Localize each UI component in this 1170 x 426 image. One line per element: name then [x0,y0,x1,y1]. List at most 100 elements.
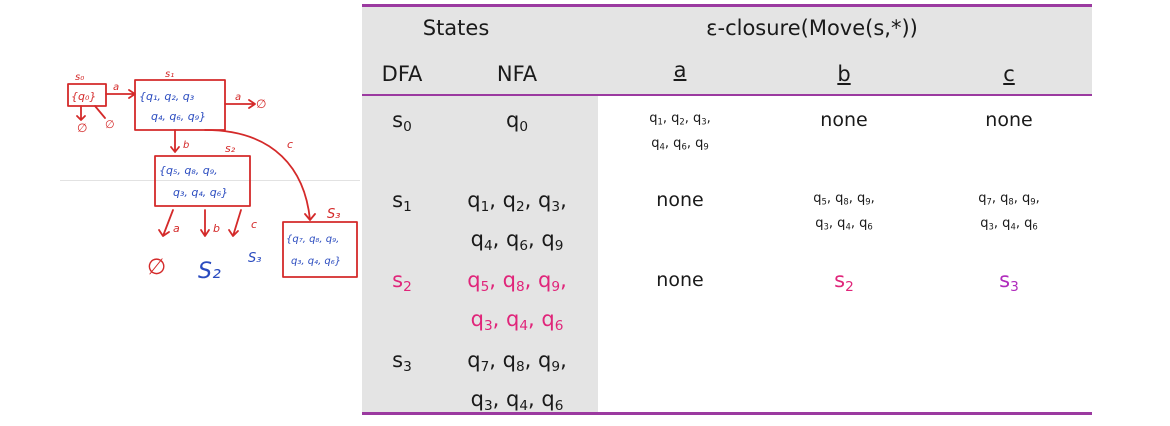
subset-construction-table: States ε-closure(Move(s,*)) DFA NFA a b … [362,4,1092,416]
row-0-col-a-item-base: q [671,111,680,126]
row-1-col-c-line: q3, q4, q6 [949,213,1069,238]
table-header-rule [362,94,1092,96]
row-1-nfa-set: q1, q2, q3, q4, q6, q9 [452,184,582,262]
row-3-nfa-item-subscript: 3 [483,398,493,415]
row-0-dfa-base: s [392,108,404,132]
row-0-nfa-set: q0 [452,104,582,143]
row-3-nfa-item-base: q [467,348,481,372]
row-0-col-a-item-base: q [693,111,702,126]
row-3-nfa-separator: , [489,348,503,372]
row-0-nfa-item-subscript: 0 [519,119,529,136]
sketch-s2-edge-a [158,209,174,237]
row-0-col-a-separator: , [662,111,672,126]
sketch-edge-s0-s1-label: a [113,82,119,93]
row-0-col-a-separator: , [664,135,674,151]
row-1-col-b-item-base: q [835,191,844,206]
row-1-col-c-item-subscript: 8 [1008,196,1014,207]
row-2-nfa-item-subscript: 3 [483,318,493,335]
row-3-nfa-separator: , [560,348,567,372]
row-1-col-b-item-subscript: 3 [823,221,829,232]
sketch-s0-dead-edges [76,105,106,121]
sketch-edge-s1-s3 [204,129,316,221]
row-1-col-c-line: q7, q8, q9, [949,188,1069,213]
sketch-edge-s1-s2-label: b [183,140,189,151]
sketch-label-s1: s₁ [165,69,174,80]
row-0-col-a-item-base: q [695,135,704,151]
row-1-col-b-line: q3, q4, q6 [784,213,904,238]
sketch-result-empty: ∅ [147,255,166,280]
row-1-dfa-base: s [392,188,404,212]
row-1-col-b-line: q5, q8, q9, [784,188,904,213]
sketch-s2-edge-c [228,209,242,237]
row-1-nfa-item-base: q [541,227,555,252]
sketch-s0-empty-2: ∅ [105,118,115,131]
row-1-col-a-value: none [656,189,704,211]
row-1-col-b-item-subscript: 9 [865,196,871,207]
row-1-col-b-separator: , [850,215,860,231]
row-1-col-b-item-base: q [815,215,824,231]
row-0-dfa-subscript: 0 [403,119,412,136]
row-1-col-c-separator: , [1015,215,1025,231]
row-0-col-a-separator: , [706,111,711,126]
row-1-nfa-item-subscript: 2 [515,199,525,216]
row-1-dfa-subscript: 1 [403,199,412,216]
row-0-col-a-item-subscript: 6 [681,141,687,152]
sketch-box-s3-line1: {q₇, q₈, q₉, [286,234,339,245]
row-1-dfa-state: s1 [362,184,442,223]
row-3-nfa-item-subscript: 9 [551,359,561,376]
sketch-box-s1-line1: {q₁, q₂, q₃ [139,90,195,103]
row-2-nfa-line: q3, q4, q6 [452,303,582,342]
sketch-s2-edge-a-label: a [173,222,180,235]
row-2-nfa-item-base: q [505,307,520,332]
row-3-nfa-item-subscript: 4 [519,398,529,415]
row-1-nfa-item-base: q [467,188,481,212]
row-1-nfa-item-base: q [502,188,516,212]
sketch-box-s2-line1: {q₅, q₈, q₉, [159,164,218,177]
row-0-col-a-set: q1, q2, q3, q4, q6, q9 [620,108,740,157]
row-3-nfa-item-base: q [502,348,516,372]
row-1-col-c-item-base: q [1000,191,1009,206]
row-2-dfa-base: s [392,268,404,292]
row-2-nfa-line: q5, q8, q9, [452,264,582,303]
row-1-col-c-item-subscript: 6 [1032,221,1038,232]
row-3-nfa-item-base: q [470,387,484,412]
sketch-label-s0: s₀ [75,72,84,83]
row-2-col-c-subscript: 3 [1010,279,1019,296]
row-1-col-b-item-base: q [859,215,868,231]
row-0-col-a-item-subscript: 2 [679,116,685,127]
sketch-box-s3 [282,221,358,278]
row-3-dfa-base: s [392,348,404,372]
row-2-nfa-separator: , [560,268,567,292]
sketch-edge-s1-a [224,99,256,109]
row-2-nfa-item-base: q [538,268,552,292]
sketch-s2-edge-b [200,209,210,237]
row-1-col-b-item-subscript: 8 [843,196,849,207]
row-1-col-c-separator: , [993,215,1003,231]
header-col-b: b [837,62,851,86]
row-1-col-b-set: q5, q8, q9, q3, q4, q6 [784,188,904,237]
row-1-col-c-item-subscript: 3 [988,221,994,232]
handwritten-nfa-to-dfa-sketch: s₀ {q₀} a ∅ ∅ s₁ {q₁, q₂, q₃ q₄, q₆, q₉}… [67,69,358,284]
sketch-result-s3: S₃ [248,251,261,266]
row-0-col-a-item-subscript: 1 [657,116,663,127]
row-2-col-c-state: s3 [949,264,1069,303]
sketch-box-s2-line2: q₃, q₄, q₆} [173,186,228,199]
sketch-box-s1 [134,79,226,131]
row-3-nfa-item-subscript: 7 [480,359,490,376]
row-0-col-a-separator: , [684,111,694,126]
row-0-col-c-value: none [985,109,1033,131]
row-2-nfa-separator: , [492,307,506,332]
row-2-col-b-state: s2 [784,264,904,303]
row-2-nfa-separator: , [528,307,542,332]
sketch-s2-edge-c-label: c [251,218,257,231]
row-0-col-a-item-base: q [649,111,658,126]
row-3-nfa-item-subscript: 6 [554,398,564,415]
row-1-nfa-item-subscript: 3 [551,199,561,216]
row-1-col-c-item-subscript: 4 [1010,221,1016,232]
row-1-nfa-item-subscript: 6 [519,238,529,255]
row-0-nfa-item-base: q [505,108,520,132]
sketch-edge-s1-s3-label: c [287,138,293,151]
row-3-nfa-line: q3, q4, q6 [452,383,582,422]
row-1-nfa-separator: , [524,188,539,212]
row-1-nfa-line: q1, q2, q3, [452,184,582,223]
